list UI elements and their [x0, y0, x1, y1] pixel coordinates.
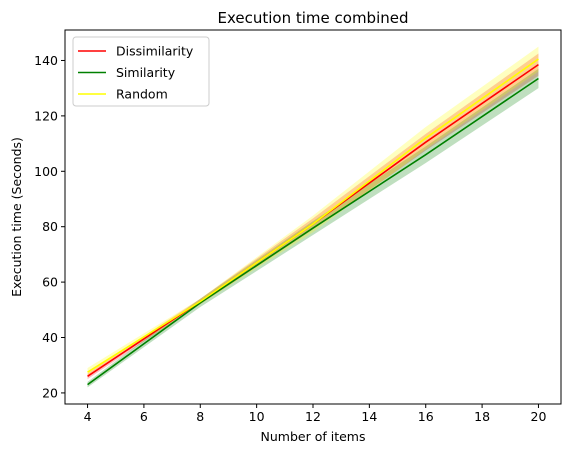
legend-label-dissimilarity: Dissimilarity: [116, 44, 194, 59]
x-tick-label: 4: [84, 409, 92, 424]
chart-title: Execution time combined: [217, 9, 408, 27]
y-axis: 20 40 60 80 100 120 140: [34, 53, 65, 400]
line-similarity: [87, 77, 539, 386]
line-random: [87, 58, 539, 373]
y-tick-label: 140: [34, 53, 58, 68]
y-tick-label: 80: [42, 219, 58, 234]
x-axis-label: Number of items: [261, 429, 366, 444]
legend-label-random: Random: [116, 87, 168, 102]
legend: Dissimilarity Similarity Random: [72, 36, 210, 107]
x-tick-label: 12: [305, 409, 321, 424]
y-tick-label: 100: [34, 164, 58, 179]
y-tick-label: 20: [42, 385, 58, 400]
legend-box: [72, 36, 210, 107]
band-dissimilarity: [87, 53, 539, 380]
x-tick-label: 10: [249, 409, 265, 424]
band-random: [87, 46, 539, 377]
x-tick-label: 20: [531, 409, 547, 424]
series-lines: [87, 58, 539, 386]
y-tick-label: 120: [34, 108, 58, 123]
legend-label-similarity: Similarity: [116, 65, 176, 80]
x-tick-label: 16: [418, 409, 434, 424]
x-tick-label: 18: [474, 409, 490, 424]
x-tick-label: 6: [140, 409, 148, 424]
x-axis: 4 6 8 10 12 14 16 18 20: [84, 404, 547, 424]
x-tick-label: 14: [361, 409, 377, 424]
y-axis-label: Execution time (Seconds): [9, 137, 24, 297]
y-tick-label: 60: [42, 275, 58, 290]
x-tick-label: 8: [196, 409, 204, 424]
y-tick-label: 40: [42, 330, 58, 345]
